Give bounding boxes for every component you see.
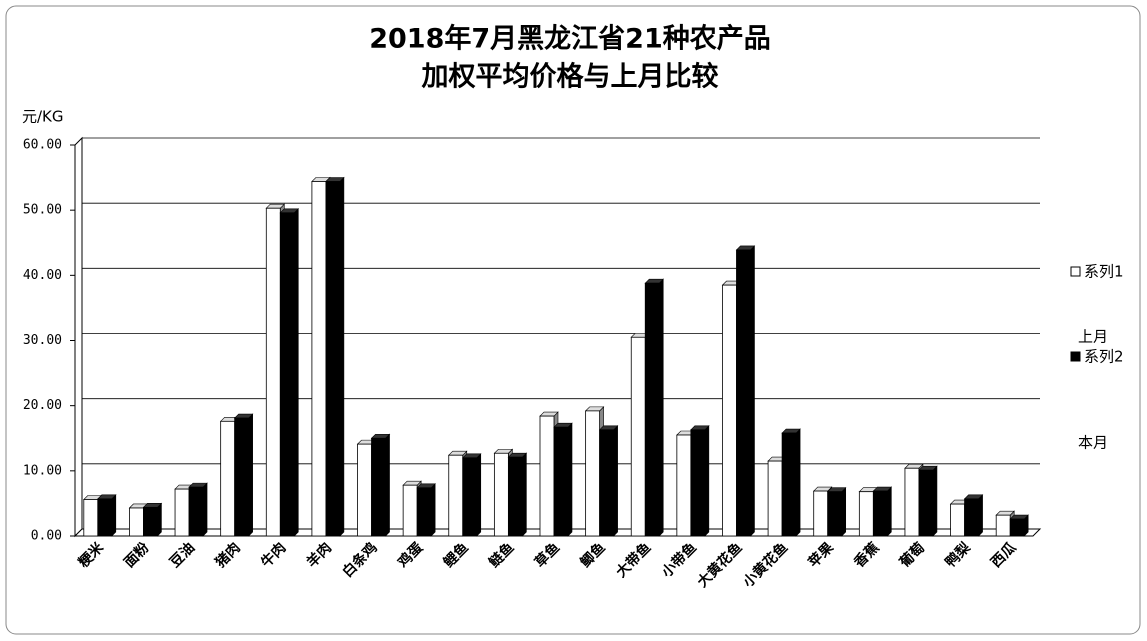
y-tick-label: 30.00 (23, 333, 62, 348)
bar (97, 498, 113, 537)
bar-side (704, 425, 710, 537)
bar (767, 460, 783, 537)
legend-swatch (1070, 351, 1081, 362)
legend-label: 系列1 (1084, 263, 1124, 281)
chart-title: 加权平均价格与上月比较 (422, 61, 719, 93)
chart-title: 2018年7月黑龙江省21种农产品 (369, 23, 771, 55)
bar (220, 420, 236, 537)
bar (234, 417, 250, 537)
bar (736, 249, 751, 537)
bar-side (430, 483, 436, 537)
bar (357, 443, 372, 537)
bar (129, 507, 144, 537)
bar (676, 434, 692, 537)
bar (279, 212, 295, 537)
chart-border (5, 5, 1141, 635)
y-tick-label: 50.00 (23, 203, 62, 218)
bar-side (567, 422, 573, 537)
annotation: 上月 (1078, 328, 1108, 346)
bar-side (795, 428, 801, 537)
bar (904, 467, 920, 537)
bar (83, 499, 99, 537)
bar (585, 410, 601, 537)
bar-side (476, 453, 482, 537)
bar (964, 498, 979, 537)
bar-side (978, 494, 983, 537)
y-tick-label: 0.00 (31, 529, 62, 544)
legend-swatch (1070, 266, 1081, 277)
bar (644, 282, 660, 537)
bar (813, 490, 829, 537)
bar (630, 336, 646, 537)
bar-side (202, 482, 208, 537)
bar (1009, 518, 1025, 537)
bar-side (658, 278, 664, 537)
bar (493, 452, 509, 537)
bar (325, 181, 341, 537)
bar-side (522, 452, 527, 537)
y-tick-label: 10.00 (23, 463, 62, 478)
bar-side (613, 425, 618, 537)
bar (995, 514, 1011, 537)
bar (690, 429, 706, 537)
bar-side (385, 433, 390, 537)
bar-side (293, 208, 299, 537)
bar (143, 506, 158, 537)
annotation: 本月 (1078, 434, 1108, 452)
bar (918, 469, 934, 537)
y-tick-label: 60.00 (23, 138, 62, 153)
bar-side (248, 413, 253, 537)
bar (827, 491, 843, 537)
bar (462, 457, 478, 537)
y-tick-label: 20.00 (23, 398, 62, 413)
bar (371, 437, 386, 537)
bar (872, 490, 888, 537)
bar (448, 454, 464, 537)
bar-side (932, 465, 938, 537)
bar (507, 456, 523, 537)
bar (599, 429, 615, 537)
bar (539, 415, 555, 537)
bar-side (841, 486, 847, 537)
bar (174, 488, 190, 537)
bar (950, 503, 965, 537)
legend-label: 系列2 (1084, 348, 1124, 366)
bar-side (887, 486, 892, 537)
bar-side (111, 494, 117, 537)
bar (858, 491, 874, 537)
back-wall (74, 136, 83, 538)
bar (416, 487, 432, 537)
bar-side (339, 176, 345, 537)
bar-side (157, 502, 162, 537)
bar (311, 181, 327, 537)
y-tick-label: 40.00 (23, 268, 62, 283)
bar-side (750, 245, 755, 537)
bar (265, 207, 281, 537)
bar (722, 284, 737, 537)
bar (781, 432, 797, 537)
bar (553, 426, 569, 537)
bar (188, 486, 204, 537)
y-axis-label: 元/KG (22, 108, 64, 126)
bar (402, 484, 418, 537)
